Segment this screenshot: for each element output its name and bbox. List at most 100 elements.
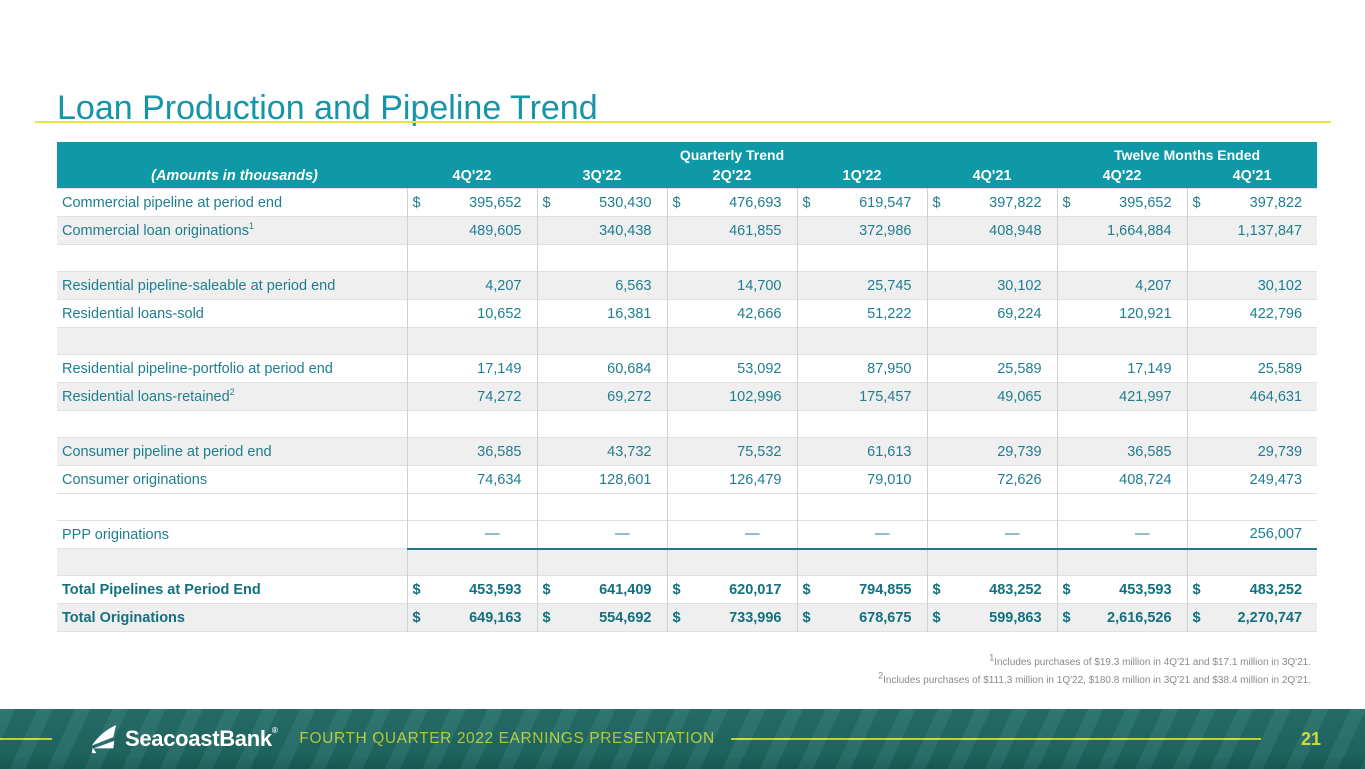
- footnote: 1Includes purchases of $19.3 million in …: [989, 652, 1311, 668]
- value-cell: 61,613: [796, 437, 927, 466]
- value-cell: [1056, 493, 1188, 521]
- value-cell: $397,822: [1186, 188, 1318, 217]
- amounts-note: (Amounts in thousands): [57, 164, 407, 189]
- page-number: 21: [1300, 728, 1321, 749]
- group-header-twelve-months: Twelve Months Ended: [1057, 142, 1318, 164]
- value-cell: $483,252: [926, 575, 1058, 604]
- value-cell: —: [406, 520, 537, 550]
- value-cell: 461,855: [666, 216, 797, 245]
- value-cell: $476,693: [666, 188, 797, 217]
- spacer-row: [57, 327, 1318, 355]
- value-cell: [926, 548, 1058, 576]
- value-cell: 75,532: [666, 437, 797, 466]
- column-header: 1Q'22: [797, 164, 927, 189]
- logo-text: SeacoastBank®: [125, 726, 278, 751]
- footer-left-line: [0, 738, 52, 740]
- row-label: Commercial pipeline at period end: [62, 194, 283, 211]
- value-cell: 25,745: [796, 271, 927, 300]
- column-header: 4Q'21: [1187, 164, 1318, 189]
- table-header: Quarterly Trend Twelve Months Ended (Amo…: [57, 142, 1318, 189]
- value-cell: —: [796, 520, 927, 550]
- value-cell: [1056, 548, 1188, 576]
- value-cell: 4,207: [1056, 271, 1188, 300]
- value-cell: [796, 548, 927, 576]
- group-header-spacer: [57, 142, 407, 164]
- value-cell: 489,605: [406, 216, 537, 245]
- value-cell: 30,102: [1186, 271, 1318, 300]
- value-cell: $453,593: [1056, 575, 1188, 604]
- value-cell: $619,547: [796, 188, 927, 217]
- value-cell: 120,921: [1056, 299, 1188, 328]
- value-cell: —: [536, 520, 667, 550]
- value-cell: [1186, 244, 1318, 272]
- value-cell: 17,149: [1056, 354, 1188, 383]
- row-label: Residential pipeline-portfolio at period…: [62, 360, 333, 377]
- value-cell: 1,664,884: [1056, 216, 1188, 245]
- value-cell: —: [666, 520, 797, 550]
- value-cell: 14,700: [666, 271, 797, 300]
- value-cell: 42,666: [666, 299, 797, 328]
- row-label: Residential loans-retained2: [62, 386, 235, 405]
- value-cell: 60,684: [536, 354, 667, 383]
- value-cell: 17,149: [406, 354, 537, 383]
- value-cell: 1,137,847: [1186, 216, 1318, 245]
- value-cell: $641,409: [536, 575, 667, 604]
- value-cell: [796, 410, 927, 438]
- column-header: 4Q'22: [407, 164, 537, 189]
- row-label: [57, 411, 407, 438]
- value-cell: [926, 410, 1058, 438]
- value-cell: $620,017: [666, 575, 797, 604]
- value-cell: —: [926, 520, 1058, 550]
- value-cell: [1186, 493, 1318, 521]
- value-cell: 340,438: [536, 216, 667, 245]
- column-header: 4Q'21: [927, 164, 1058, 189]
- footer-mid-line: [730, 738, 1261, 740]
- value-cell: [666, 493, 797, 521]
- value-cell: $397,822: [926, 188, 1058, 217]
- spacer-row: [57, 410, 1318, 438]
- value-cell: 408,724: [1056, 465, 1188, 494]
- value-cell: 249,473: [1186, 465, 1318, 494]
- value-cell: [926, 327, 1058, 355]
- value-cell: [666, 327, 797, 355]
- seacoast-bank-logo: SeacoastBank®: [88, 724, 278, 754]
- row-label: Residential pipeline-saleable at period …: [62, 277, 336, 294]
- value-cell: 72,626: [926, 465, 1058, 494]
- value-cell: [1186, 548, 1318, 576]
- row-label: Residential loans-sold: [62, 305, 204, 322]
- page-title: Loan Production and Pipeline Trend: [57, 88, 598, 127]
- value-cell: 87,950: [796, 354, 927, 383]
- footnotes: 1Includes purchases of $19.3 million in …: [878, 652, 1311, 690]
- value-cell: 128,601: [536, 465, 667, 494]
- value-cell: [406, 410, 537, 438]
- value-cell: $649,163: [406, 603, 537, 632]
- value-cell: 372,986: [796, 216, 927, 245]
- value-cell: 30,102: [926, 271, 1058, 300]
- table-row: Total Pipelines at Period End $453,593 $64…: [57, 575, 1318, 604]
- value-cell: [1186, 327, 1318, 355]
- row-label: Consumer originations: [62, 471, 208, 488]
- value-cell: 29,739: [926, 437, 1058, 466]
- value-cell: 36,585: [1056, 437, 1188, 466]
- value-cell: [666, 244, 797, 272]
- value-cell: $2,616,526: [1056, 603, 1188, 632]
- value-cell: 69,272: [536, 382, 667, 411]
- value-cell: $483,252: [1186, 575, 1318, 604]
- value-cell: 49,065: [926, 382, 1058, 411]
- value-cell: [536, 548, 667, 576]
- value-cell: [536, 327, 667, 355]
- value-cell: $794,855: [796, 575, 927, 604]
- value-cell: $678,675: [796, 603, 927, 632]
- value-cell: [666, 410, 797, 438]
- footer-bar: SeacoastBank® FOURTH QUARTER 2022 EARNIN…: [0, 709, 1365, 769]
- value-cell: [1056, 327, 1188, 355]
- value-cell: 16,381: [536, 299, 667, 328]
- table-row: Total Originations $649,163 $554,692 $733,9…: [57, 603, 1318, 632]
- value-cell: 464,631: [1186, 382, 1318, 411]
- value-cell: [1056, 244, 1188, 272]
- table-row: Commercial loan originations1 489,605 340,…: [57, 216, 1318, 245]
- value-cell: [536, 244, 667, 272]
- value-cell: 29,739: [1186, 437, 1318, 466]
- value-cell: $395,652: [1056, 188, 1188, 217]
